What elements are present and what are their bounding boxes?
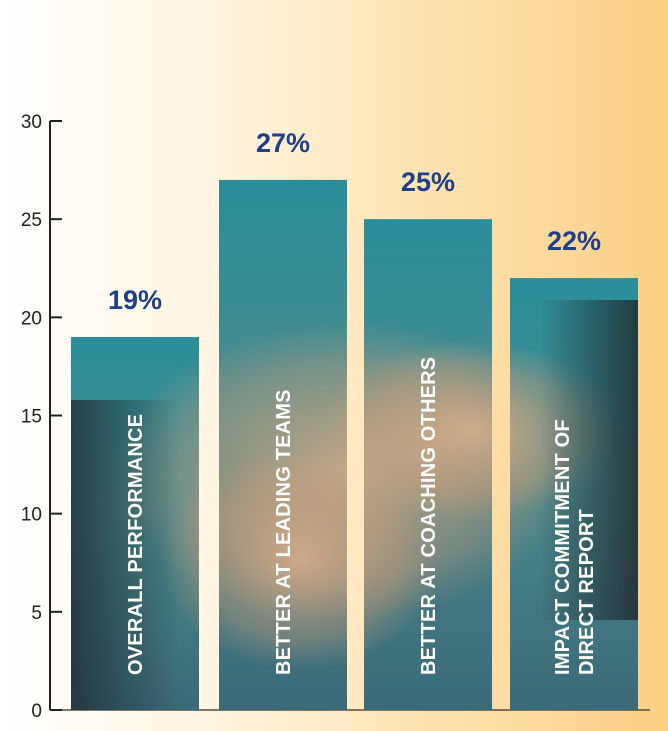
value-label: 27% bbox=[256, 128, 310, 158]
category-label: BETTER AT COACHING OTHERS bbox=[418, 357, 440, 675]
y-tick-label: 20 bbox=[21, 308, 42, 329]
value-label: 19% bbox=[108, 285, 162, 315]
value-label: 22% bbox=[547, 226, 601, 256]
y-tick-label: 30 bbox=[21, 112, 42, 133]
y-tick-label: 25 bbox=[21, 210, 42, 231]
y-tick-label: 5 bbox=[31, 603, 42, 624]
y-tick-label: 10 bbox=[21, 505, 42, 526]
y-tick-label: 15 bbox=[21, 407, 42, 428]
category-label: IMPACT COMMITMENT OF bbox=[552, 419, 574, 675]
value-label: 25% bbox=[401, 167, 455, 197]
labels: 19% 27% 25% 22% OVERALL PERFORMANCE BETTER AT… bbox=[108, 128, 601, 675]
category-label: DIRECT REPORT bbox=[576, 509, 598, 675]
category-label: BETTER AT LEADING TEAMS bbox=[273, 389, 295, 675]
category-label: OVERALL PERFORMANCE bbox=[125, 414, 147, 675]
y-tick-label: 0 bbox=[31, 701, 42, 722]
photo-overlay bbox=[71, 300, 638, 711]
